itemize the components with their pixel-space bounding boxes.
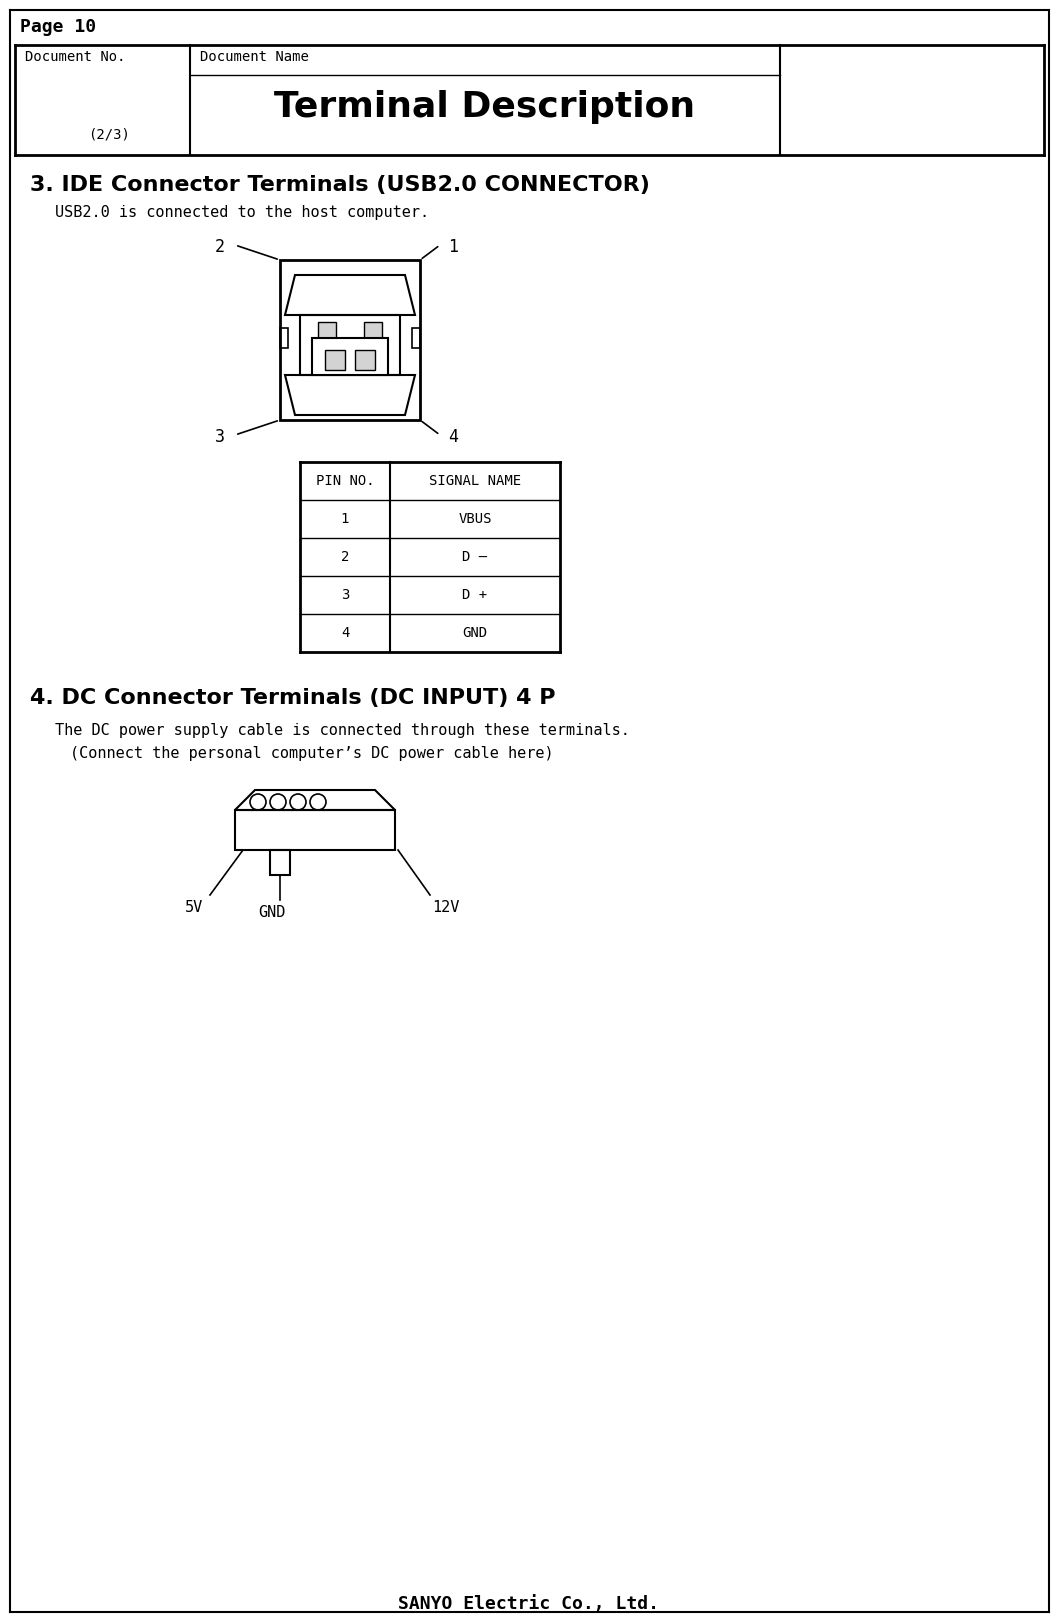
Text: 3: 3	[341, 589, 349, 602]
Text: 2: 2	[215, 238, 225, 256]
Text: Document No.: Document No.	[25, 50, 126, 63]
Text: (Connect the personal computer’s DC power cable here): (Connect the personal computer’s DC powe…	[70, 746, 554, 761]
Text: 4: 4	[341, 626, 349, 641]
Polygon shape	[364, 323, 382, 342]
Text: VBUS: VBUS	[459, 513, 491, 526]
Text: SIGNAL NAME: SIGNAL NAME	[429, 474, 521, 488]
Text: D +: D +	[463, 589, 487, 602]
Text: Page 10: Page 10	[20, 18, 96, 36]
Text: GND: GND	[463, 626, 487, 641]
Text: 4. DC Connector Terminals (DC INPUT) 4 P: 4. DC Connector Terminals (DC INPUT) 4 P	[30, 688, 556, 707]
Polygon shape	[325, 350, 345, 370]
Text: 3: 3	[215, 428, 225, 446]
Text: The DC power supply cable is connected through these terminals.: The DC power supply cable is connected t…	[55, 723, 630, 738]
Polygon shape	[318, 323, 336, 342]
Text: SANYO Electric Co., Ltd.: SANYO Electric Co., Ltd.	[398, 1594, 660, 1612]
Text: 3. IDE Connector Terminals (USB2.0 CONNECTOR): 3. IDE Connector Terminals (USB2.0 CONNE…	[30, 175, 650, 195]
Text: 4: 4	[448, 428, 457, 446]
Text: PIN NO.: PIN NO.	[316, 474, 374, 488]
Text: 5V: 5V	[185, 900, 203, 915]
Text: (2/3): (2/3)	[88, 128, 130, 143]
Text: 1: 1	[448, 238, 457, 256]
Polygon shape	[355, 350, 375, 370]
Text: 2: 2	[341, 550, 349, 564]
Text: 1: 1	[341, 513, 349, 526]
Text: GND: GND	[258, 905, 285, 920]
Text: Terminal Description: Terminal Description	[274, 89, 696, 123]
Polygon shape	[312, 337, 388, 375]
Text: USB2.0 is connected to the host computer.: USB2.0 is connected to the host computer…	[55, 204, 429, 221]
Text: Document Name: Document Name	[200, 50, 309, 63]
Text: 12V: 12V	[432, 900, 460, 915]
Text: D –: D –	[463, 550, 487, 564]
